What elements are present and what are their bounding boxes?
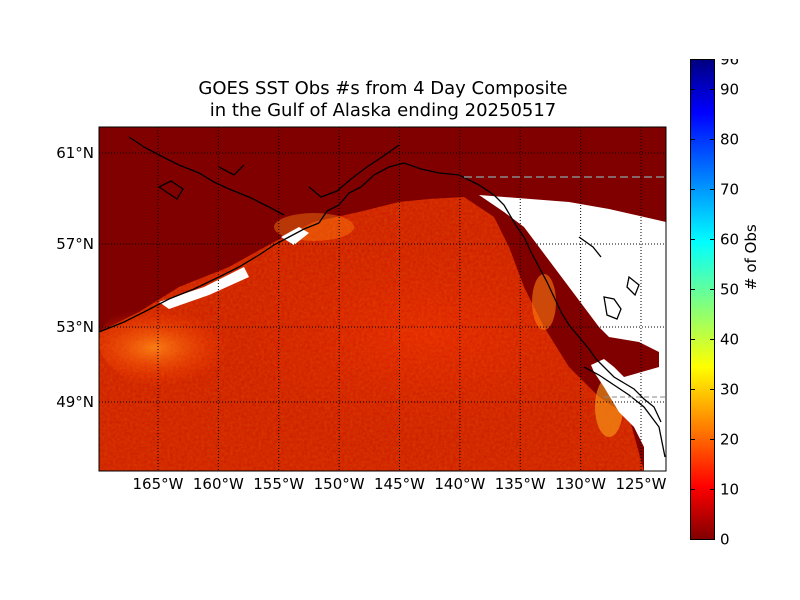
coastline	[99, 136, 666, 458]
lon-label: 165°W	[133, 475, 184, 493]
land-kenai-patch	[281, 227, 309, 245]
colorbar-tick-label: 40	[720, 331, 739, 349]
lat-label: 53°N	[56, 318, 94, 336]
graticule	[99, 127, 666, 471]
colorbar-tick-label: 96	[720, 59, 739, 69]
title-line-2: in the Gulf of Alaska ending 20250517	[209, 100, 557, 121]
map-title: GOES SST Obs #s from 4 Day Composite in …	[100, 78, 666, 122]
land-british-columbia	[479, 195, 666, 471]
map-panel: 61°N 57°N 53°N 49°N 165°W 160°W 155°W 150°W 145…	[56, 126, 667, 493]
lon-label: 160°W	[193, 475, 244, 493]
colorbar-tick-label: 20	[720, 431, 739, 449]
title-line-1: GOES SST Obs #s from 4 Day Composite	[198, 78, 568, 99]
lat-label: 61°N	[56, 144, 94, 162]
colorbar-tick-label: 50	[720, 281, 739, 299]
colorbar-tick-label: 60	[720, 231, 739, 249]
land-peninsula-patch	[159, 267, 249, 309]
colorbar-tick-label: 0	[720, 531, 730, 549]
colorbar: 0 10 20 30 40 50 60 70 80 90 96	[690, 59, 739, 549]
lon-label: 130°W	[555, 475, 606, 493]
lon-label: 135°W	[495, 475, 546, 493]
lat-label: 57°N	[56, 235, 94, 253]
colorbar-gradient	[690, 59, 715, 540]
lon-label: 145°W	[374, 475, 425, 493]
colorbar-label: # of Obs	[742, 224, 760, 290]
colorbar-tick-label: 90	[720, 81, 739, 99]
colorbar-tick-label: 10	[720, 481, 739, 499]
map-frame	[98, 126, 667, 472]
colorbar-tick-label: 30	[720, 381, 739, 399]
lon-label: 155°W	[253, 475, 304, 493]
lon-label: 140°W	[434, 475, 485, 493]
lon-label: 150°W	[314, 475, 365, 493]
map-canvas: 61°N 57°N 53°N 49°N 165°W 160°W 155°W 150°W 145…	[56, 126, 667, 493]
lat-label: 49°N	[56, 393, 94, 411]
colorbar-tick-label: 80	[720, 131, 739, 149]
colorbar-tick-label: 70	[720, 181, 739, 199]
lon-label: 125°W	[616, 475, 667, 493]
